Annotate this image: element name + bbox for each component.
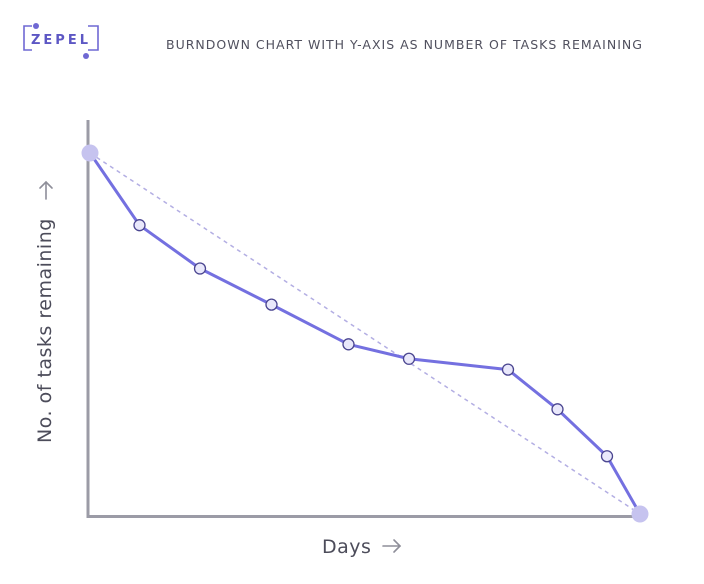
- actual-burndown-series: [88, 152, 642, 515]
- ideal-burndown-line: [89, 152, 641, 515]
- x-axis-label: Days: [322, 536, 371, 558]
- data-point: [265, 298, 278, 311]
- x-axis-arrow-icon: [382, 539, 402, 553]
- y-axis-label: No. of tasks remaining: [34, 218, 56, 443]
- zepel-logo: ZEPEL: [20, 20, 104, 66]
- start-point: [81, 144, 99, 162]
- data-point: [342, 338, 355, 351]
- data-point: [501, 363, 515, 376]
- end-point: [631, 505, 649, 523]
- logo-wordmark: ZEPEL: [31, 33, 91, 48]
- data-point: [402, 352, 416, 365]
- data-point: [600, 450, 614, 463]
- data-point: [551, 403, 564, 416]
- actual-burndown-line: [88, 152, 642, 515]
- chart-title: BURNDOWN CHART WITH Y-AXIS AS NUMBER OF …: [166, 37, 643, 52]
- y-axis-arrow-icon: [39, 180, 53, 200]
- data-points: [81, 144, 649, 523]
- data-point: [193, 262, 207, 275]
- data-point: [133, 219, 146, 232]
- logo-frame-icon: ZEPEL: [23, 23, 99, 59]
- ideal-burndown-series: [89, 152, 641, 515]
